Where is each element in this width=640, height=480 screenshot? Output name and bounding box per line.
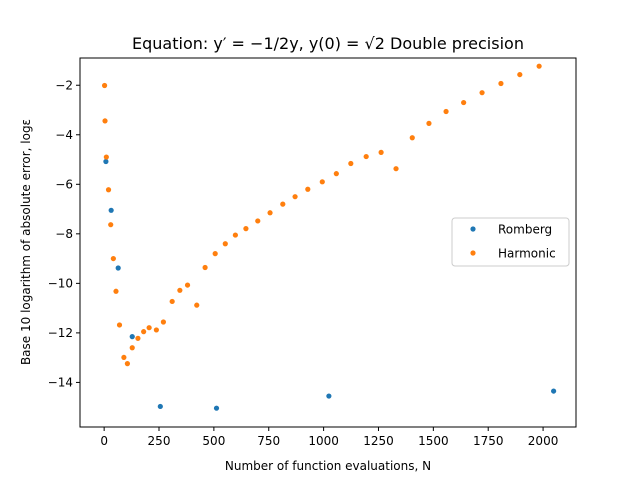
harmonic-point (498, 80, 504, 87)
y-axis-label: Base 10 logarithm of absolute error, log… (19, 119, 33, 365)
harmonic-point (146, 325, 152, 331)
harmonic-point (116, 322, 123, 328)
harmonic-point (113, 288, 119, 294)
romberg-point (103, 158, 109, 165)
harmonic-point (443, 108, 449, 115)
x-tick-label: 750 (257, 434, 280, 448)
harmonic-point (461, 99, 467, 106)
y-tick-label: −14 (48, 376, 73, 390)
y-tick-label: −6 (55, 178, 73, 192)
x-tick-label: 1500 (418, 434, 449, 448)
harmonic-point (160, 319, 166, 325)
x-tick-label: 2000 (528, 434, 559, 448)
x-tick-label: 500 (202, 434, 225, 448)
harmonic-point (292, 194, 298, 200)
harmonic-point (129, 345, 135, 351)
romberg-point (213, 405, 220, 411)
series-harmonic (101, 63, 542, 367)
harmonic-point (409, 135, 415, 141)
legend-marker-romberg (470, 226, 476, 232)
legend-box (451, 217, 570, 267)
harmonic-point (184, 282, 191, 288)
harmonic-point (363, 153, 369, 160)
romberg-point (129, 334, 135, 340)
x-tick-label: 1750 (473, 434, 504, 448)
harmonic-point (177, 287, 183, 293)
romberg-point (326, 393, 332, 399)
harmonic-point (105, 187, 112, 193)
romberg-point (115, 265, 121, 271)
harmonic-point (108, 222, 114, 228)
harmonic-point (102, 118, 108, 124)
harmonic-point (393, 166, 399, 172)
data-points (101, 63, 557, 411)
harmonic-point (141, 329, 147, 335)
harmonic-point (267, 210, 273, 216)
harmonic-point (135, 335, 141, 341)
romberg-point (108, 207, 114, 213)
y-tick-label: −10 (48, 277, 73, 291)
harmonic-point (243, 226, 249, 232)
x-tick-label: 0 (100, 434, 108, 448)
romberg-point (551, 388, 557, 394)
harmonic-point (212, 251, 218, 257)
harmonic-point (121, 354, 127, 361)
y-tick-label: −2 (55, 79, 73, 93)
harmonic-point (194, 302, 200, 308)
x-tick-label: 1000 (308, 434, 339, 448)
harmonic-point (280, 201, 286, 207)
harmonic-point (202, 264, 208, 271)
legend-marker-harmonic (470, 250, 476, 256)
harmonic-point (305, 186, 311, 192)
harmonic-point (124, 361, 131, 367)
harmonic-point (479, 90, 485, 96)
legend-label-harmonic: Harmonic (498, 247, 556, 261)
y-tick-label: −8 (55, 227, 73, 241)
harmonic-point (319, 179, 325, 185)
romberg-point (157, 403, 163, 410)
harmonic-point (348, 160, 354, 167)
legend-label-romberg: Romberg (498, 223, 552, 237)
harmonic-point (153, 327, 159, 333)
y-tick-label: −12 (48, 326, 73, 340)
harmonic-point (378, 149, 384, 155)
harmonic-point (333, 171, 339, 177)
x-tick-label: 1250 (363, 434, 394, 448)
harmonic-point (222, 241, 228, 247)
y-tick-label: −4 (55, 128, 73, 142)
harmonic-point (103, 154, 109, 160)
chart-title: Equation: y′ = −1/2y, y(0) = √2 Double p… (132, 34, 524, 53)
x-axis-label: Number of function evaluations, N (225, 459, 431, 473)
plot-frame (79, 57, 577, 428)
harmonic-point (255, 218, 261, 224)
x-tick-label: 250 (148, 434, 171, 448)
axis-ticks: 0 250 500 750 1000 1250 1500 1750 2000 −14 −12 −10 −… (48, 79, 559, 448)
legend: Romberg Harmonic (451, 217, 570, 267)
harmonic-point (110, 255, 116, 262)
harmonic-point (101, 82, 108, 89)
series-romberg (103, 158, 557, 411)
harmonic-point (169, 298, 175, 305)
harmonic-point (536, 63, 542, 69)
harmonic-point (517, 71, 523, 78)
harmonic-point (426, 120, 432, 126)
harmonic-point (232, 232, 238, 238)
